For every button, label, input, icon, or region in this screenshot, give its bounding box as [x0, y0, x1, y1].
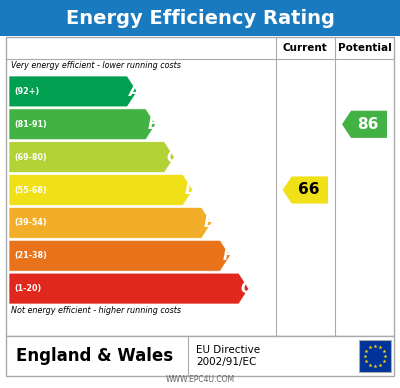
Polygon shape: [9, 273, 249, 304]
Text: (1-20): (1-20): [14, 284, 41, 293]
Text: Current: Current: [283, 43, 328, 53]
Text: (55-68): (55-68): [14, 185, 47, 194]
Text: England & Wales: England & Wales: [16, 347, 173, 365]
Polygon shape: [9, 240, 230, 271]
Bar: [6, 336, 394, 376]
Text: 2002/91/EC: 2002/91/EC: [196, 357, 257, 367]
Text: D: D: [185, 182, 198, 197]
Text: (81-91): (81-91): [14, 120, 47, 129]
Polygon shape: [9, 208, 212, 238]
Bar: [359, 340, 391, 372]
Text: EU Directive: EU Directive: [196, 345, 260, 355]
Polygon shape: [9, 142, 174, 173]
Text: A: A: [129, 84, 141, 99]
Text: B: B: [148, 117, 160, 132]
Text: (92+): (92+): [14, 87, 39, 96]
Text: C: C: [166, 150, 178, 165]
Text: WWW.EPC4U.COM: WWW.EPC4U.COM: [166, 375, 234, 384]
Text: E: E: [204, 215, 214, 230]
Polygon shape: [283, 177, 328, 204]
Text: (39-54): (39-54): [14, 218, 47, 227]
Text: 86: 86: [358, 117, 379, 132]
Text: Not energy efficient - higher running costs: Not energy efficient - higher running co…: [11, 306, 181, 315]
Text: Very energy efficient - lower running costs: Very energy efficient - lower running co…: [11, 61, 181, 70]
Text: G: G: [241, 281, 253, 296]
Text: 66: 66: [298, 182, 320, 197]
Text: Potential: Potential: [338, 43, 391, 53]
Text: Energy Efficiency Rating: Energy Efficiency Rating: [66, 9, 334, 28]
Polygon shape: [9, 175, 193, 205]
Polygon shape: [342, 111, 387, 138]
Bar: [0, 0, 400, 36]
Text: F: F: [222, 248, 232, 263]
Polygon shape: [9, 109, 156, 140]
Text: (69-80): (69-80): [14, 152, 47, 162]
Polygon shape: [9, 76, 137, 107]
Bar: [6, 37, 394, 336]
Text: (21-38): (21-38): [14, 251, 47, 260]
